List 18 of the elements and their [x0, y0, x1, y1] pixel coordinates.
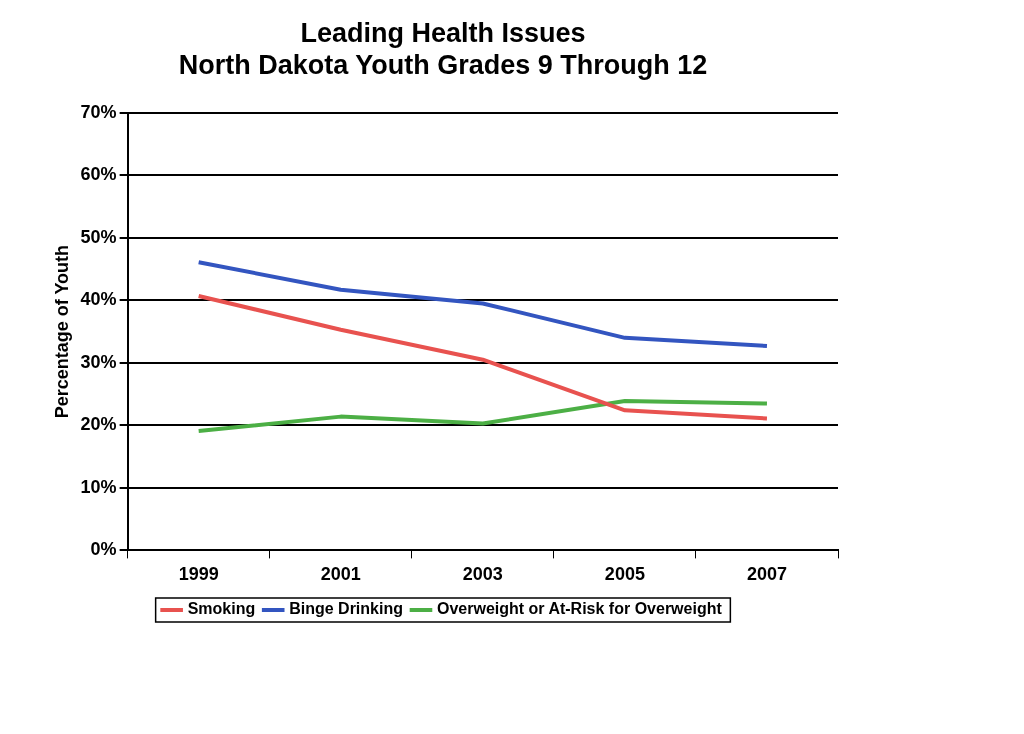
x-tick-label: 2001	[320, 564, 361, 585]
y-tick-label: 60%	[80, 164, 117, 185]
y-axis-title: Percentage of Youth	[51, 244, 72, 419]
legend-label: Overweight or At-Risk for Overweight	[436, 600, 723, 618]
legend-label: Smoking	[187, 600, 256, 618]
x-tick-label: 2007	[746, 564, 787, 585]
legend-label: Binge Drinking	[289, 600, 403, 618]
chart-title: Leading Health Issues North Dakota Youth Grades 9 Through 12	[178, 17, 708, 81]
y-tick-label: 0%	[90, 539, 117, 560]
y-tick-label: 50%	[80, 226, 117, 247]
y-tick-label: 20%	[80, 414, 117, 435]
y-tick-label: 70%	[80, 101, 117, 122]
y-tick-label: 40%	[80, 289, 117, 310]
y-tick-label: 10%	[80, 476, 117, 497]
x-tick-label: 1999	[178, 564, 219, 585]
x-tick-label: 2005	[604, 564, 645, 585]
y-tick-label: 30%	[80, 351, 117, 372]
x-tick-label: 2003	[462, 564, 503, 585]
